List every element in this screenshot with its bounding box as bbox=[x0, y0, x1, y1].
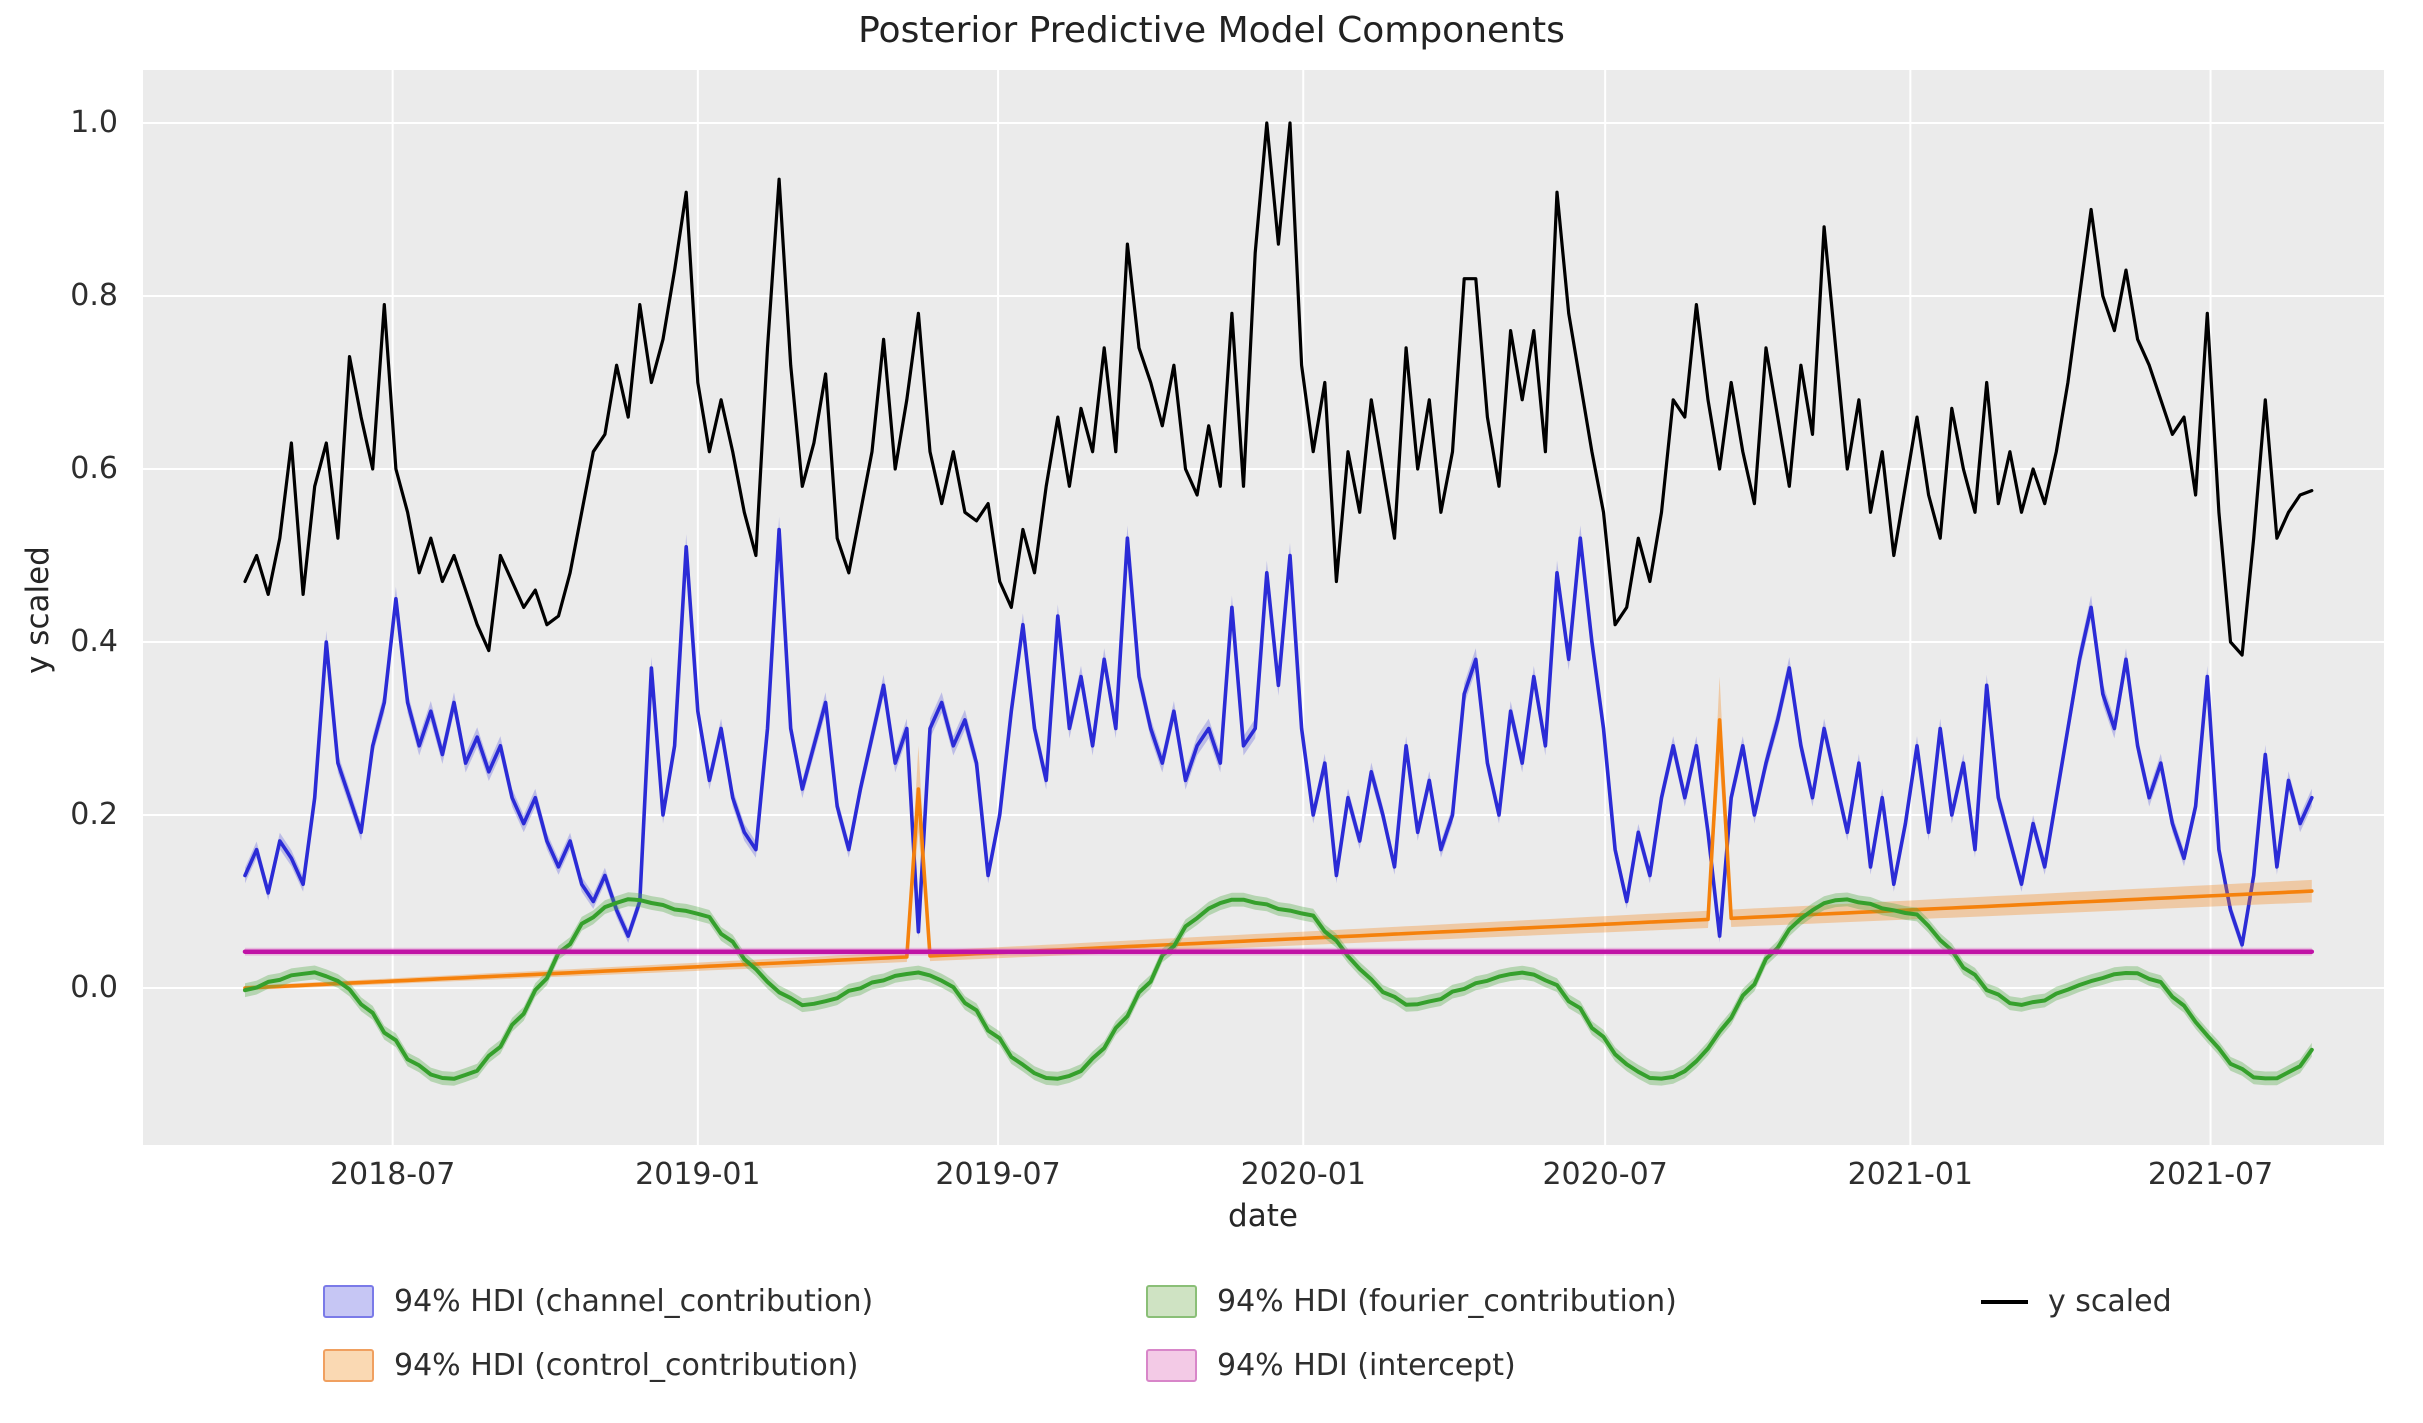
y-tick-label: 1.0 bbox=[70, 105, 118, 140]
y-tick-label: 0.2 bbox=[70, 797, 118, 832]
x-tick-label: 2019-07 bbox=[935, 1157, 1061, 1192]
y-tick-label: 0.8 bbox=[70, 278, 118, 313]
x-tick-label: 2020-07 bbox=[1542, 1157, 1668, 1192]
x-tick-label: 2020-01 bbox=[1240, 1157, 1366, 1192]
y-tick-label: 0.0 bbox=[70, 970, 118, 1005]
x-axis-label: date bbox=[1228, 1198, 1298, 1234]
x-tick-label: 2021-07 bbox=[2147, 1157, 2274, 1192]
y-tick-label: 0.6 bbox=[70, 451, 118, 486]
x-tick-label: 2021-01 bbox=[1847, 1157, 1974, 1192]
x-tick-label: 2018-07 bbox=[329, 1157, 456, 1192]
x-tick-label: 2019-01 bbox=[635, 1157, 761, 1192]
channel-contribution-line bbox=[243, 527, 2314, 947]
series-layer bbox=[242, 121, 2315, 1086]
chart-title: Posterior Predictive Model Components bbox=[858, 10, 1565, 51]
y-scaled-line bbox=[243, 121, 2314, 657]
y-tick-label: 0.4 bbox=[70, 624, 118, 659]
control-contribution-line bbox=[243, 718, 2314, 990]
fourier-contribution-line bbox=[243, 897, 2314, 1081]
